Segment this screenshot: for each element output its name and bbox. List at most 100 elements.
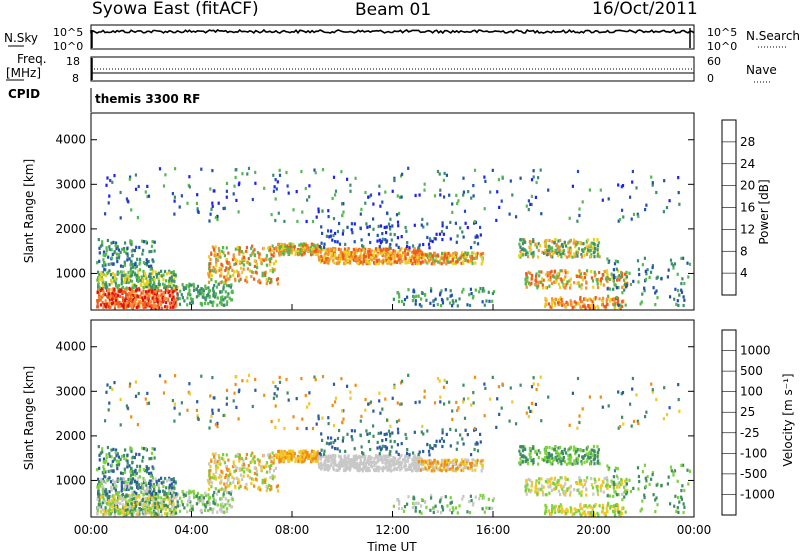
velocity-cell (334, 461, 337, 465)
power-cell (212, 300, 215, 304)
velocity-cell (100, 478, 103, 482)
power-cell (525, 285, 528, 289)
velocity-cell (269, 466, 272, 470)
velocity-cell (436, 460, 439, 464)
velocity-cell (238, 459, 241, 463)
velocity-cell (470, 499, 473, 503)
power-cell (160, 306, 163, 310)
power-cell (367, 232, 370, 237)
power-cell (429, 254, 432, 258)
velocity-cell (403, 465, 406, 469)
velocity-cell (461, 460, 465, 464)
power-cell (172, 286, 176, 290)
power-cell (396, 220, 400, 224)
power-cell (100, 271, 103, 275)
velocity-cell (108, 508, 111, 512)
velocity-cell (377, 431, 380, 435)
power-cell (304, 186, 307, 191)
velocity-cell (175, 511, 178, 515)
velocity-cell (204, 505, 207, 509)
power-cell (139, 261, 142, 265)
velocity-cell (227, 474, 230, 478)
velocity-cell (174, 508, 177, 512)
power-cell (224, 296, 227, 300)
power-cell (269, 249, 272, 254)
velocity-cell (411, 462, 414, 466)
power-cell (365, 222, 368, 226)
power-cell (586, 250, 589, 254)
velocity-cell (140, 507, 143, 512)
power-cell (138, 295, 142, 299)
power-cell (271, 244, 274, 248)
power-cell (655, 289, 658, 293)
velocity-cell (102, 491, 105, 495)
velocity-cell (232, 460, 235, 464)
power-cell (321, 168, 325, 172)
power-cell (632, 279, 635, 283)
power-cell (434, 297, 437, 301)
power-cell (545, 299, 548, 303)
power-cell (569, 239, 572, 243)
power-cell (607, 294, 610, 298)
power-cell (96, 305, 99, 309)
velocity-cell (530, 459, 533, 463)
power-cell (238, 273, 241, 277)
power-cell (150, 304, 153, 308)
velocity-cell (435, 466, 438, 470)
velocity-cell (273, 454, 276, 458)
power-cell (430, 289, 433, 293)
power-cell (519, 245, 522, 249)
power-cell (392, 251, 395, 255)
power-cell (191, 297, 194, 301)
velocity-cell (110, 487, 113, 491)
power-cell (229, 265, 232, 269)
velocity-cell (545, 453, 548, 457)
power-cell (537, 280, 540, 285)
velocity-cell (276, 484, 279, 488)
velocity-cell (235, 476, 238, 480)
velocity-cell (150, 492, 154, 496)
power-cell (386, 251, 390, 255)
power-cell (596, 282, 599, 286)
velocity-cell (263, 479, 267, 483)
velocity-cell (217, 453, 220, 458)
velocity-cell (157, 501, 160, 505)
velocity-cell (317, 462, 320, 466)
power-cell (163, 297, 166, 301)
velocity-cell (270, 484, 273, 489)
power-cell (318, 257, 321, 262)
power-cell (385, 231, 388, 235)
velocity-cell (433, 443, 436, 448)
power-cell (221, 249, 224, 253)
power-cell (285, 170, 288, 175)
power-cell (479, 286, 482, 291)
power-cell (158, 284, 161, 288)
velocity-cell (321, 465, 324, 470)
power-cell (205, 286, 208, 291)
power-cell (538, 274, 541, 278)
power-cell (396, 194, 399, 198)
power-cell (235, 269, 238, 273)
velocity-cell (291, 452, 294, 456)
velocity-cell (317, 456, 320, 460)
velocity-cell (218, 455, 221, 460)
velocity-cell (145, 483, 148, 487)
power-cell (153, 295, 157, 299)
power-cell (131, 279, 134, 283)
power-cell (532, 239, 535, 244)
power-cell (257, 280, 260, 284)
power-cell (641, 292, 644, 296)
velocity-cell (117, 463, 120, 467)
power-cell (178, 205, 181, 209)
power-cell (234, 278, 237, 283)
power-cell (539, 168, 542, 172)
power-cell (100, 303, 103, 307)
power-cell (474, 288, 477, 292)
power-cell (580, 242, 583, 246)
velocity-cell (300, 453, 303, 457)
velocity-cell (126, 508, 129, 512)
power-cell (436, 302, 439, 307)
power-cell (673, 262, 677, 266)
nave-tick-bottom: 0 (707, 72, 714, 85)
velocity-cell (250, 453, 253, 457)
